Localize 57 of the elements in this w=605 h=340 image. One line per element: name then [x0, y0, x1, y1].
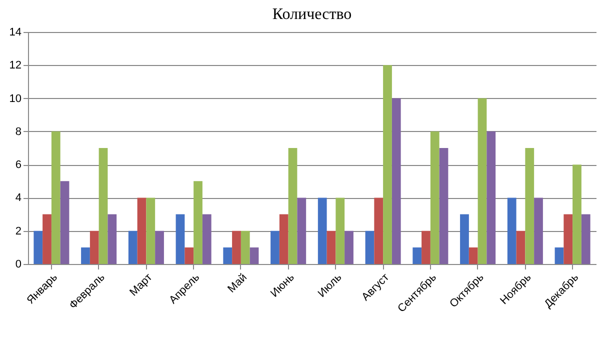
bar: [534, 198, 543, 264]
bar: [412, 247, 422, 264]
bar: [365, 230, 374, 264]
bar: [90, 230, 99, 264]
bar: [34, 230, 43, 264]
bar: [318, 198, 327, 264]
bar: [336, 198, 345, 264]
y-tick-label: 4: [15, 192, 22, 204]
bar: [51, 131, 60, 264]
bar: [155, 230, 164, 264]
bar: [108, 214, 117, 264]
bar: [572, 164, 582, 264]
bar: [232, 230, 241, 264]
bar: [326, 230, 336, 264]
bar: [392, 98, 401, 264]
bar: [60, 181, 70, 264]
bar: [98, 148, 108, 264]
y-tick-label: 2: [15, 225, 22, 238]
bar: [128, 230, 138, 264]
bar: [297, 198, 306, 264]
y-tick-label: 10: [9, 92, 22, 105]
bar: [240, 230, 250, 264]
bar: [279, 214, 288, 264]
bar: [288, 148, 298, 264]
bar: [478, 98, 487, 264]
bar: [202, 214, 212, 264]
bar: [460, 214, 469, 264]
bar: [516, 230, 526, 264]
bar: [564, 214, 573, 264]
bar: [554, 247, 564, 264]
bar: [146, 198, 156, 264]
bar: [81, 247, 90, 264]
y-tick-label: 8: [15, 126, 22, 138]
bar: [422, 230, 430, 264]
bar: [137, 198, 146, 264]
bar: [194, 181, 202, 264]
bar: [525, 148, 534, 264]
chart-title: Количество: [272, 6, 352, 23]
bar: [176, 214, 185, 264]
bar: [184, 247, 194, 264]
y-tick-label: 12: [9, 60, 22, 72]
y-tick-label: 6: [15, 159, 22, 172]
bar: [42, 214, 52, 264]
bar: [507, 198, 516, 264]
bar: [223, 247, 232, 264]
bar: [250, 247, 259, 264]
bar: [430, 131, 440, 264]
bar: [383, 65, 392, 264]
bar: [439, 148, 448, 264]
bar: [344, 230, 354, 264]
bar: [581, 214, 590, 264]
bar: [374, 198, 384, 264]
y-tick-label: 14: [9, 26, 22, 38]
bar: [468, 247, 478, 264]
bar: [486, 131, 496, 264]
bar: [270, 230, 280, 264]
y-tick-label: 0: [15, 258, 22, 270]
